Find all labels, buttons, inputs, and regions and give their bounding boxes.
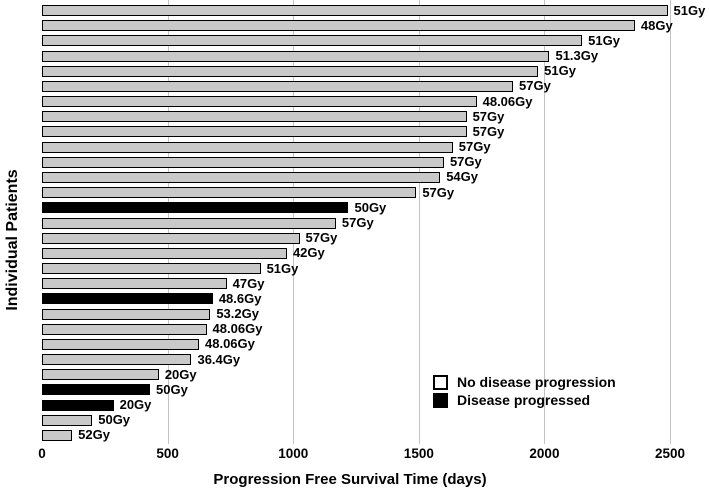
x-tick-label: 1000	[278, 446, 309, 461]
dose-label: 51Gy	[544, 63, 576, 79]
legend-item: No disease progression	[433, 373, 616, 391]
y-axis-title: Individual Patients	[4, 169, 21, 311]
x-axis-title: Progression Free Survival Time (days)	[213, 471, 487, 488]
bar-no-progression	[42, 65, 539, 77]
bar-disease-progressed	[42, 399, 114, 411]
bar-no-progression	[42, 338, 199, 350]
dose-label: 57Gy	[341, 215, 374, 230]
dose-label: 57Gy	[472, 108, 505, 124]
bar-no-progression	[42, 247, 287, 259]
dose-label: 51Gy	[673, 2, 706, 18]
dose-label: 52Gy	[78, 427, 110, 443]
dose-label: 57Gy	[472, 123, 505, 139]
bar-no-progression	[42, 141, 453, 153]
bar-no-progression	[42, 278, 227, 290]
dose-label: 42Gy	[292, 245, 325, 261]
dose-label: 57Gy	[449, 154, 482, 170]
x-tick-label: 500	[156, 446, 179, 461]
gridline-2500	[670, 0, 672, 444]
bar-no-progression	[42, 156, 444, 168]
legend: No disease progression Disease progressed	[433, 373, 616, 409]
bar-no-progression	[42, 126, 467, 138]
dose-label: 57Gy	[422, 184, 455, 200]
bar-no-progression	[42, 263, 261, 275]
legend-swatch-icon	[433, 392, 448, 408]
dose-label: 50Gy	[156, 381, 188, 397]
dose-label: 51Gy	[588, 32, 620, 48]
bar-no-progression	[42, 429, 73, 441]
dose-label: 51.3Gy	[555, 48, 599, 64]
gridline-2000	[544, 0, 546, 444]
bar-disease-progressed	[42, 202, 349, 214]
dose-label: 48.6Gy	[218, 290, 262, 306]
legend-label: Disease progressed	[457, 392, 591, 408]
dose-label: 36.4Gy	[197, 351, 241, 367]
dose-label: 20Gy	[164, 366, 197, 382]
bar-no-progression	[42, 323, 207, 335]
gridline-1500	[418, 0, 420, 444]
bar-no-progression	[42, 369, 159, 381]
bar-no-progression	[42, 111, 467, 123]
bar-no-progression	[42, 171, 441, 183]
dose-label: 48.06Gy	[212, 321, 263, 337]
bar-no-progression	[42, 354, 192, 366]
dose-label: 47Gy	[232, 275, 265, 291]
bar-no-progression	[42, 414, 93, 426]
dose-label: 57Gy	[305, 230, 338, 246]
legend-item: Disease progressed	[433, 391, 616, 409]
dose-label: 51Gy	[266, 260, 299, 276]
bar-no-progression	[42, 5, 668, 17]
bar-no-progression	[42, 232, 300, 244]
bar-no-progression	[42, 96, 477, 108]
bar-no-progression	[42, 80, 514, 92]
dose-label: 57Gy	[458, 139, 491, 155]
dose-label: 54Gy	[446, 169, 478, 185]
bar-no-progression	[42, 187, 417, 199]
dose-label: 53.2Gy	[216, 306, 259, 322]
x-tick-label: 1500	[403, 446, 434, 461]
dose-label: 48Gy	[640, 17, 673, 33]
bar-no-progression	[42, 35, 583, 47]
dose-label: 48.06Gy	[482, 93, 533, 109]
bar-no-progression	[42, 217, 336, 229]
legend-swatch-icon	[433, 374, 448, 390]
legend-label: No disease progression	[457, 374, 616, 390]
dose-label: 48.06Gy	[205, 336, 255, 352]
dose-label: 50Gy	[98, 412, 131, 428]
dose-label: 20Gy	[119, 397, 152, 413]
bar-no-progression	[42, 50, 550, 62]
bar-disease-progressed	[42, 293, 213, 305]
dose-label: 57Gy	[519, 78, 551, 94]
x-tick-label: 2500	[655, 446, 686, 461]
x-tick-label: 0	[38, 446, 46, 461]
dose-label: 50Gy	[354, 199, 387, 215]
bar-no-progression	[42, 308, 211, 320]
x-tick-label: 2000	[529, 446, 560, 461]
bar-no-progression	[42, 20, 635, 32]
bar-disease-progressed	[42, 384, 151, 396]
